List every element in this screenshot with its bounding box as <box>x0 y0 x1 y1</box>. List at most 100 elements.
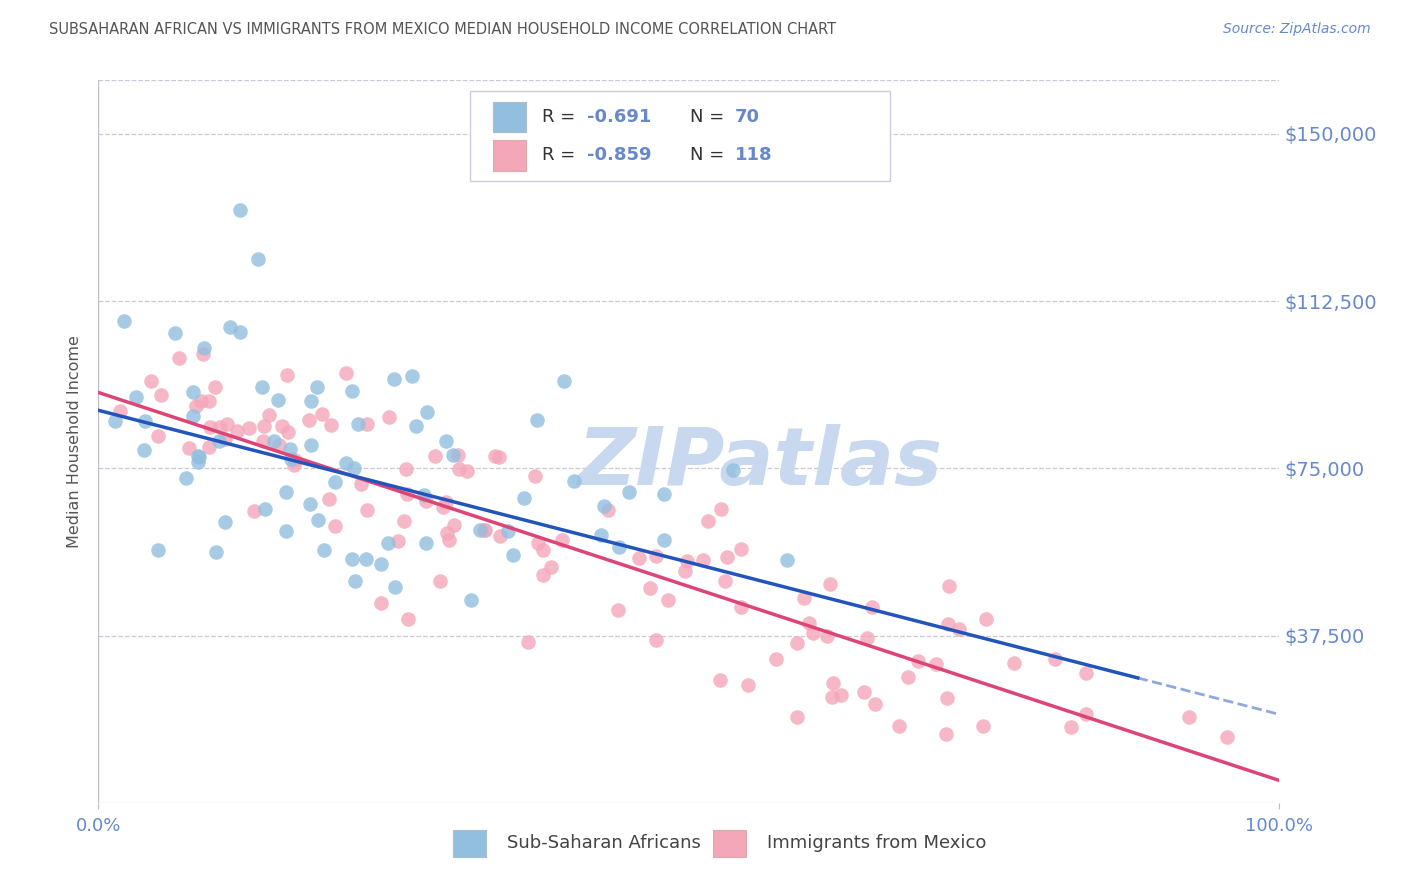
Point <box>496 524 519 538</box>
Point <box>441 448 464 462</box>
Text: Immigrants from Mexico: Immigrants from Mexico <box>766 834 986 852</box>
Point <box>638 582 661 596</box>
Point <box>1045 652 1067 666</box>
Point <box>146 543 169 558</box>
Point <box>214 433 236 447</box>
Point <box>342 551 364 566</box>
Point <box>219 320 242 334</box>
Point <box>354 552 377 566</box>
Point <box>721 463 744 477</box>
Point <box>377 409 399 424</box>
Point <box>1216 731 1239 745</box>
Point <box>204 545 226 559</box>
Point <box>925 657 948 671</box>
Point <box>311 407 333 421</box>
Point <box>855 631 877 645</box>
Point <box>434 495 457 509</box>
Point <box>860 599 883 614</box>
FancyBboxPatch shape <box>471 91 890 181</box>
Point <box>246 252 269 266</box>
Point <box>263 434 285 449</box>
Point <box>821 676 844 690</box>
Point <box>437 533 460 547</box>
Point <box>284 453 307 467</box>
Point <box>298 413 321 427</box>
Point <box>692 553 714 567</box>
Point <box>307 513 329 527</box>
Point <box>169 351 191 366</box>
Point <box>413 488 436 502</box>
Point <box>283 458 305 472</box>
Point <box>697 514 720 528</box>
Point <box>820 690 842 704</box>
Point <box>396 611 419 625</box>
Point <box>198 440 221 454</box>
Point <box>564 474 586 488</box>
Point <box>730 599 752 614</box>
Point <box>252 380 274 394</box>
Point <box>593 500 616 514</box>
Point <box>335 367 357 381</box>
Text: 70: 70 <box>735 108 761 126</box>
Point <box>470 523 492 537</box>
Point <box>429 574 451 588</box>
FancyBboxPatch shape <box>453 830 486 857</box>
Point <box>238 421 260 435</box>
Point <box>146 429 169 443</box>
Point <box>447 448 470 462</box>
Point <box>267 393 290 408</box>
Point <box>384 581 406 595</box>
Point <box>267 438 290 452</box>
FancyBboxPatch shape <box>494 140 526 170</box>
Point <box>270 418 292 433</box>
Point <box>335 456 357 470</box>
Point <box>935 726 957 740</box>
Point <box>401 368 423 383</box>
Y-axis label: Median Household Income: Median Household Income <box>67 335 83 548</box>
Point <box>460 593 482 607</box>
Point <box>125 390 148 404</box>
Point <box>936 617 959 632</box>
Point <box>673 565 696 579</box>
Point <box>343 461 366 475</box>
Point <box>830 688 852 702</box>
Point <box>852 685 875 699</box>
Text: R =: R = <box>543 146 582 164</box>
Point <box>356 503 378 517</box>
Point <box>132 442 155 457</box>
Point <box>139 375 162 389</box>
Point <box>897 669 920 683</box>
Point <box>540 559 562 574</box>
Point <box>228 325 250 339</box>
Point <box>820 577 842 591</box>
Point <box>517 635 540 649</box>
Point <box>395 487 418 501</box>
Point <box>591 528 613 542</box>
Point <box>553 374 575 388</box>
Point <box>972 719 994 733</box>
Point <box>416 405 439 419</box>
Point <box>370 557 392 571</box>
Point <box>513 491 536 505</box>
Text: R =: R = <box>543 108 582 126</box>
Point <box>277 425 299 439</box>
Point <box>193 341 215 355</box>
Point <box>776 553 799 567</box>
Point <box>254 502 277 516</box>
Point <box>652 487 675 501</box>
Point <box>710 501 733 516</box>
Point <box>181 409 204 423</box>
Point <box>323 519 346 533</box>
Text: 118: 118 <box>735 146 773 164</box>
Point <box>786 709 808 723</box>
Point <box>550 533 572 547</box>
Point <box>606 603 628 617</box>
Point <box>527 536 550 550</box>
Point <box>198 394 221 409</box>
Point <box>377 536 399 550</box>
Point <box>276 368 298 382</box>
Point <box>714 574 737 589</box>
Point <box>392 514 415 528</box>
Point <box>644 633 666 648</box>
Text: SUBSAHARAN AFRICAN VS IMMIGRANTS FROM MEXICO MEDIAN HOUSEHOLD INCOME CORRELATION: SUBSAHARAN AFRICAN VS IMMIGRANTS FROM ME… <box>49 22 837 37</box>
